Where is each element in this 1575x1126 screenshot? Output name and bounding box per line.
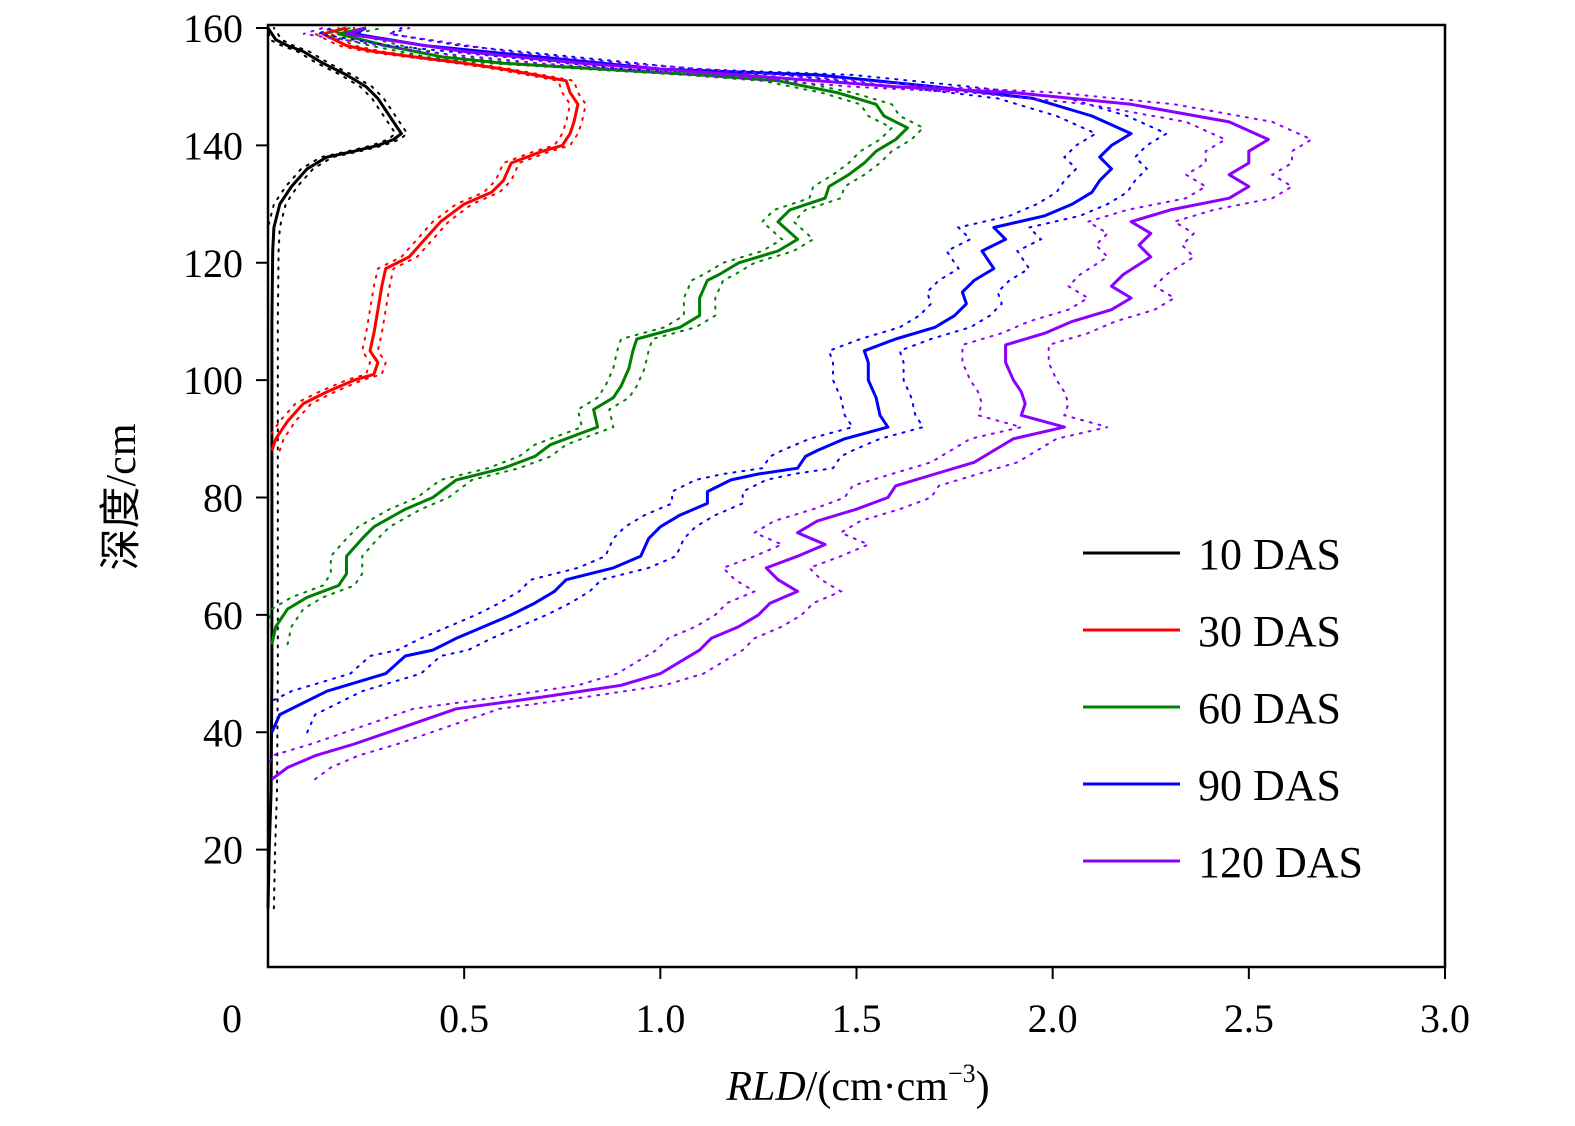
series-line <box>271 26 1270 781</box>
x-tick-label: 2.0 <box>1028 996 1078 1041</box>
y-tick-label: 80 <box>203 476 243 521</box>
y-tick-label: 20 <box>203 828 243 873</box>
y-tick-label: 160 <box>183 6 243 51</box>
x-tick-label: 3.0 <box>1420 996 1470 1041</box>
y-tick-label: 120 <box>183 241 243 286</box>
x-tick-label: 1.5 <box>832 996 882 1041</box>
series-5 <box>267 26 1314 781</box>
series-4 <box>267 26 1169 734</box>
series-layer <box>266 26 1314 910</box>
series-band-lower <box>267 27 1228 781</box>
legend-label: 30 DAS <box>1198 607 1341 656</box>
y-tick-label: 100 <box>183 358 243 403</box>
y-tick-label: 60 <box>203 593 243 638</box>
legend: 10 DAS 30 DAS 60 DAS 90 DAS 120 DAS <box>1083 530 1363 887</box>
x-origin-label: 0 <box>222 996 242 1041</box>
x-axis-title-unit: /(cm·cm <box>806 1064 949 1110</box>
series-2 <box>267 26 587 452</box>
series-line <box>270 26 580 451</box>
series-band-upper <box>306 27 1169 734</box>
legend-label: 10 DAS <box>1198 530 1341 579</box>
legend-label: 60 DAS <box>1198 684 1341 733</box>
y-tick-label: 140 <box>183 123 243 168</box>
x-tick-label: 2.5 <box>1224 996 1274 1041</box>
legend-label: 90 DAS <box>1198 761 1341 810</box>
y-tick-label: 40 <box>203 710 243 755</box>
y-axis-title: 深度/cm <box>99 423 145 570</box>
y-axis-ticks: 20 40 60 80 100 120 140 160 <box>183 6 268 873</box>
series-line <box>266 27 403 909</box>
series-3 <box>267 26 925 646</box>
x-axis-title-close: ) <box>976 1064 990 1110</box>
x-axis-title-italic: RLD <box>725 1064 805 1110</box>
series-band-upper <box>286 27 925 646</box>
legend-label: 120 DAS <box>1198 838 1363 887</box>
x-tick-label: 1.0 <box>635 996 685 1041</box>
x-axis-ticks: 0.5 1.0 1.5 2.0 2.5 3.0 <box>439 967 1470 1041</box>
series-line <box>270 26 1133 733</box>
x-axis-title-superscript: −3 <box>948 1059 976 1088</box>
series-line <box>270 26 909 645</box>
x-axis-title: RLD/(cm·cm−3) <box>725 1059 989 1110</box>
x-tick-label: 0.5 <box>439 996 489 1041</box>
series-band-lower <box>267 27 1098 734</box>
